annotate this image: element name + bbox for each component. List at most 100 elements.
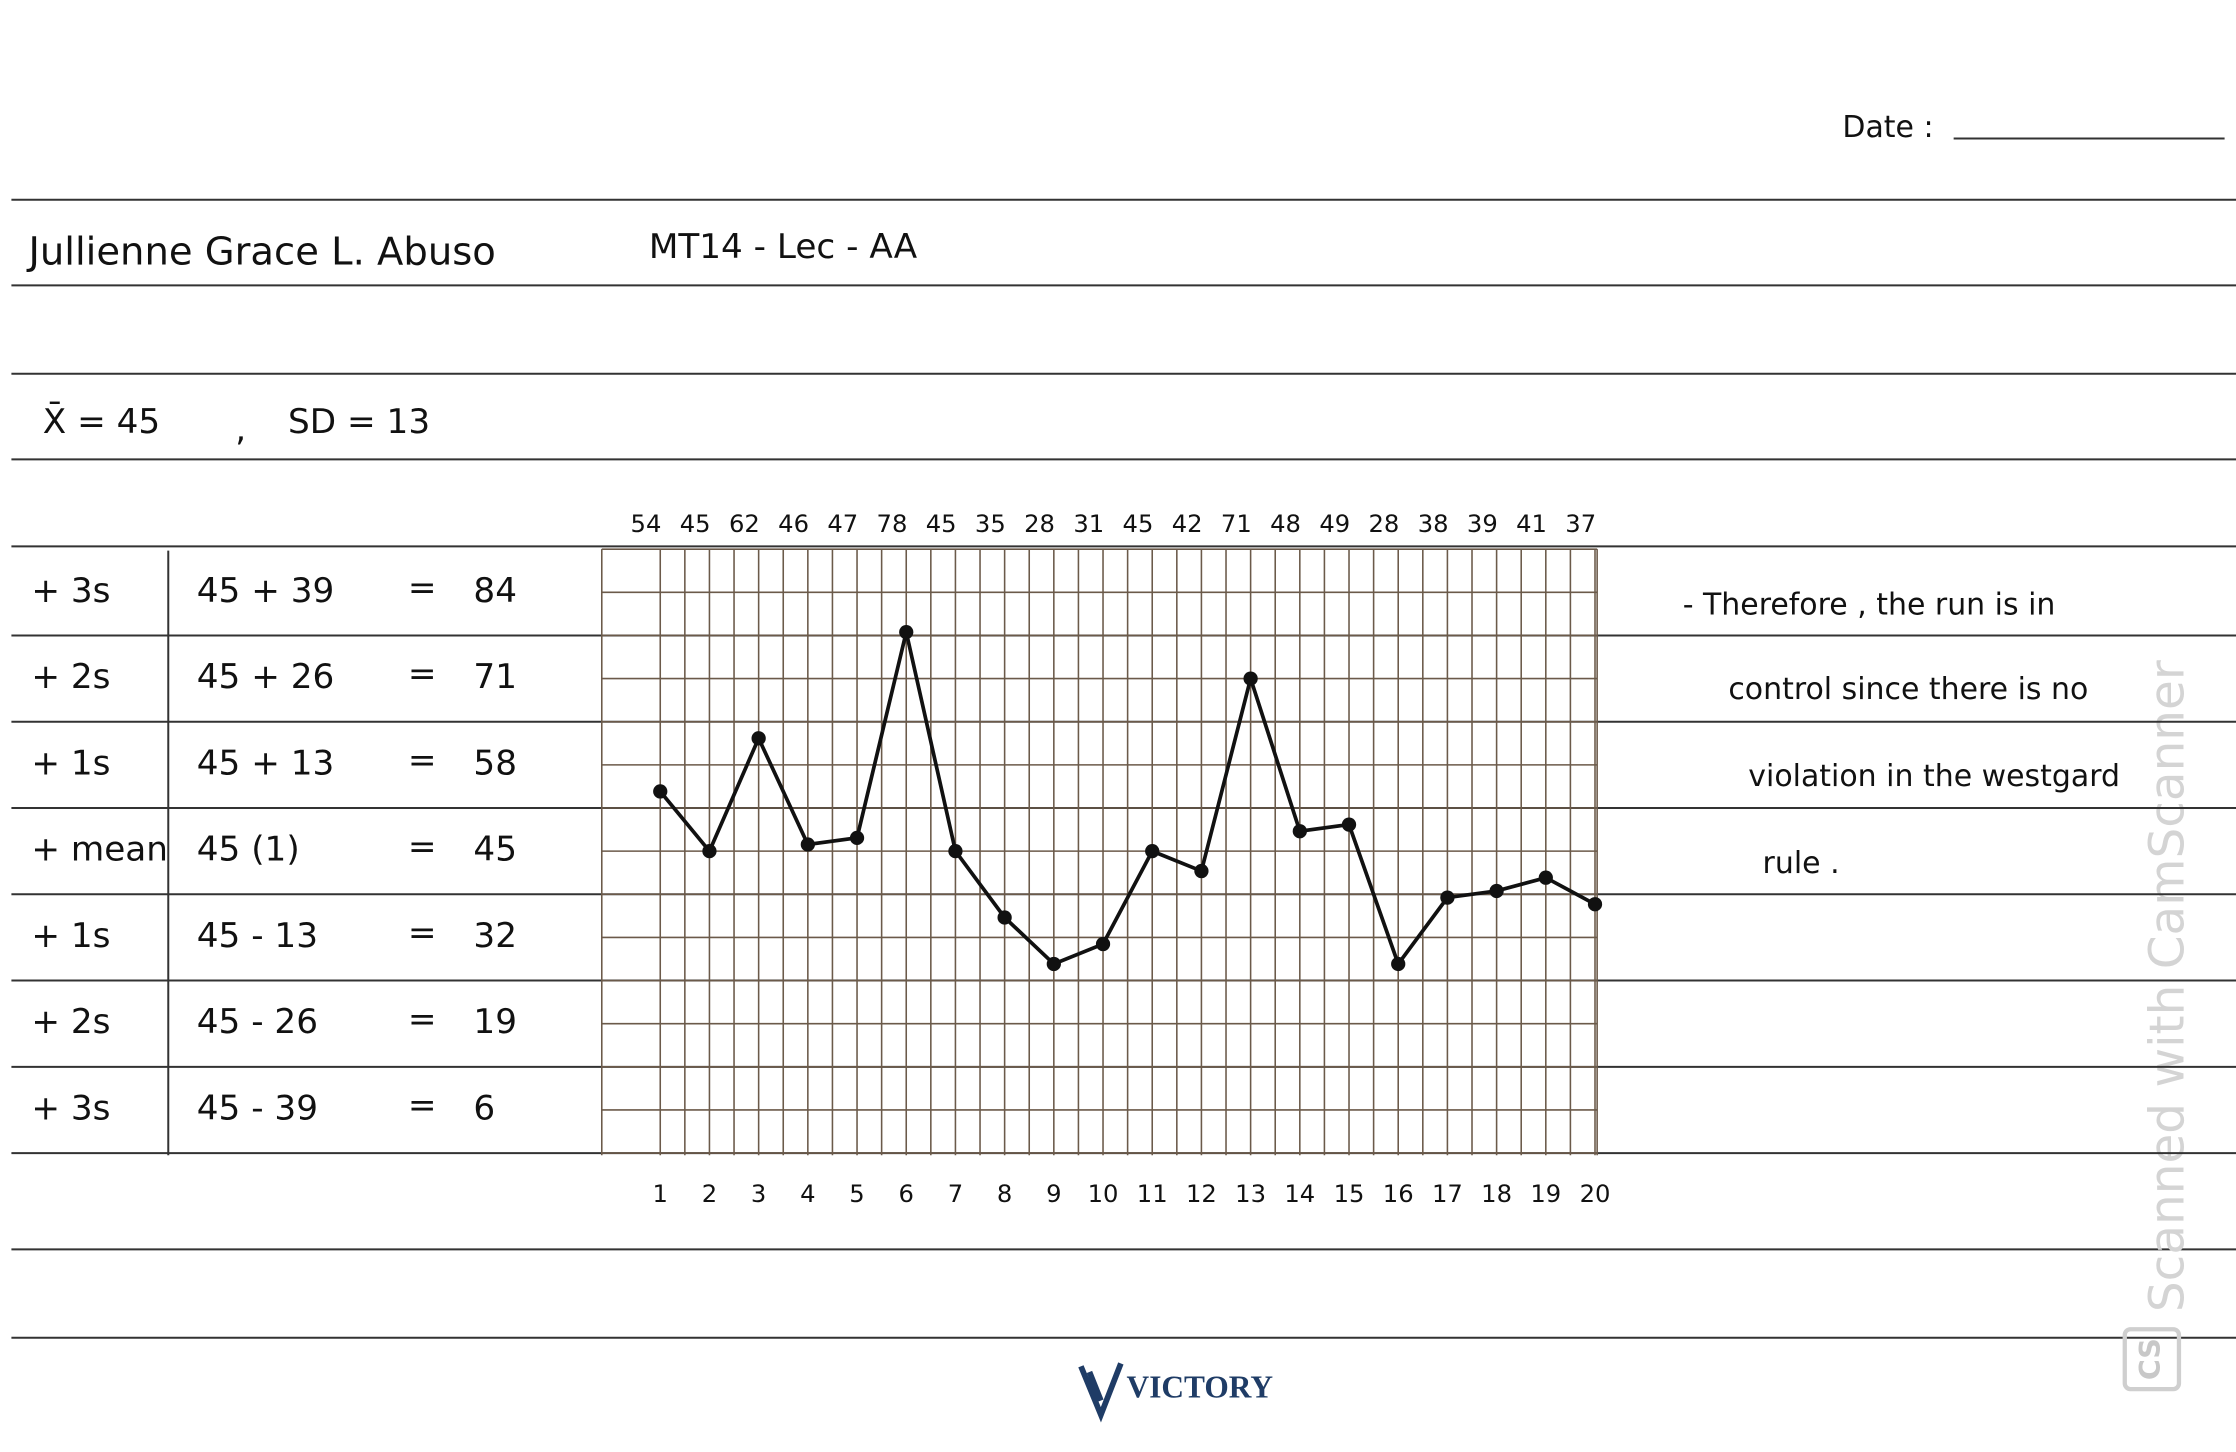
run-label: 16 bbox=[1383, 1179, 1414, 1208]
row-label: + 3s bbox=[31, 571, 110, 611]
student-name: Jullienne Grace L. Abuso bbox=[27, 229, 496, 274]
run-label: 6 bbox=[899, 1179, 914, 1208]
sd-stat: SD = 13 bbox=[288, 402, 430, 442]
qc-point bbox=[1292, 824, 1307, 839]
run-label: 5 bbox=[849, 1179, 864, 1208]
watermark-icon bbox=[2122, 1327, 2182, 1392]
run-label: 3 bbox=[751, 1179, 766, 1208]
qc-point bbox=[1587, 897, 1603, 912]
value-label: 28 bbox=[1369, 509, 1400, 538]
value-label: 45 bbox=[680, 509, 711, 538]
row-result: 32 bbox=[473, 916, 517, 956]
watermark: Scanned with CamScanner bbox=[2139, 660, 2195, 1312]
row-equals: = bbox=[408, 1086, 437, 1126]
run-label: 18 bbox=[1481, 1179, 1512, 1208]
row-expression: 45 + 26 bbox=[197, 657, 335, 697]
qc-point bbox=[1538, 870, 1553, 885]
row-result: 19 bbox=[473, 1002, 517, 1042]
value-label: 49 bbox=[1319, 509, 1350, 538]
run-label: 1 bbox=[653, 1179, 668, 1208]
row-equals: = bbox=[408, 827, 437, 867]
row-result: 6 bbox=[473, 1088, 495, 1128]
value-label: 31 bbox=[1073, 509, 1104, 538]
qc-point bbox=[1095, 936, 1111, 952]
qc-point bbox=[1194, 863, 1209, 879]
row-expression: 45 (1) bbox=[197, 830, 300, 870]
qc-point bbox=[948, 844, 963, 859]
value-label: 38 bbox=[1418, 509, 1449, 538]
qc-point bbox=[1341, 817, 1357, 832]
chart-grid bbox=[600, 548, 1598, 1156]
conclusion-line: control since there is no bbox=[1728, 672, 2088, 707]
brand: VICTORY bbox=[1127, 1370, 1274, 1405]
value-label: 42 bbox=[1172, 509, 1203, 538]
qc-line bbox=[658, 631, 1596, 968]
row-label: + 3s bbox=[31, 1088, 110, 1128]
run-label: 15 bbox=[1334, 1179, 1365, 1208]
row-result: 84 bbox=[473, 571, 517, 611]
value-label: 37 bbox=[1565, 509, 1596, 538]
course: MT14 - Lec - AA bbox=[649, 227, 918, 267]
row-result: 45 bbox=[473, 830, 517, 870]
row-equals: = bbox=[408, 654, 437, 694]
date-label: Date : bbox=[1842, 110, 1933, 145]
run-label: 13 bbox=[1235, 1179, 1266, 1208]
conclusion-line: violation in the westgard bbox=[1748, 759, 2120, 794]
run-label: 20 bbox=[1580, 1179, 1611, 1208]
value-label: 47 bbox=[827, 509, 858, 538]
qc-point bbox=[751, 731, 766, 746]
run-label: 17 bbox=[1432, 1179, 1463, 1208]
qc-point bbox=[1243, 671, 1258, 686]
row-result: 71 bbox=[473, 657, 517, 697]
qc-point bbox=[1046, 956, 1061, 972]
qc-point bbox=[997, 910, 1012, 925]
separator: , bbox=[235, 409, 246, 449]
row-label: + mean bbox=[31, 830, 168, 870]
qc-point bbox=[899, 624, 914, 640]
value-label: 39 bbox=[1467, 509, 1498, 538]
run-label: 10 bbox=[1088, 1179, 1119, 1208]
brand-logo bbox=[1078, 1362, 1124, 1423]
run-label: 11 bbox=[1137, 1179, 1168, 1208]
run-label: 2 bbox=[702, 1179, 717, 1208]
qc-point bbox=[849, 830, 865, 845]
row-label: + 2s bbox=[31, 657, 110, 697]
row-equals: = bbox=[408, 741, 437, 781]
qc-point bbox=[1145, 844, 1160, 859]
conclusion-line: rule . bbox=[1763, 846, 1840, 881]
row-expression: 45 - 13 bbox=[197, 916, 318, 956]
row-expression: 45 + 13 bbox=[197, 743, 335, 783]
row-label: + 2s bbox=[31, 1002, 110, 1042]
row-label: + 1s bbox=[31, 743, 110, 783]
run-label: 14 bbox=[1284, 1179, 1315, 1208]
run-label: 19 bbox=[1530, 1179, 1561, 1208]
run-label: 12 bbox=[1186, 1179, 1217, 1208]
run-label: 9 bbox=[1046, 1179, 1061, 1208]
value-label: 62 bbox=[729, 509, 760, 538]
value-label: 46 bbox=[778, 509, 809, 538]
value-label: 54 bbox=[631, 509, 662, 538]
conclusion-line: - Therefore , the run is in bbox=[1683, 588, 2056, 623]
value-label: 28 bbox=[1024, 509, 1055, 538]
row-equals: = bbox=[408, 999, 437, 1039]
row-equals: = bbox=[408, 568, 437, 608]
value-label: 71 bbox=[1221, 509, 1252, 538]
row-expression: 45 - 26 bbox=[197, 1002, 318, 1042]
value-label: 48 bbox=[1270, 509, 1301, 538]
run-label: 7 bbox=[948, 1179, 963, 1208]
run-label: 4 bbox=[800, 1179, 815, 1208]
qc-point bbox=[702, 844, 717, 859]
value-label: 41 bbox=[1516, 509, 1547, 538]
value-label: 45 bbox=[926, 509, 957, 538]
mean-stat: X̄ = 45 bbox=[43, 401, 160, 442]
value-label: 78 bbox=[877, 509, 908, 538]
value-label: 35 bbox=[975, 509, 1006, 538]
ruled-lines bbox=[11, 137, 2236, 1339]
qc-point bbox=[1440, 890, 1455, 905]
row-equals: = bbox=[408, 913, 437, 953]
row-expression: 45 - 39 bbox=[197, 1088, 318, 1128]
qc-point bbox=[653, 784, 668, 799]
watermark-icon-text: CS bbox=[2134, 1338, 2167, 1380]
row-result: 58 bbox=[473, 743, 517, 783]
